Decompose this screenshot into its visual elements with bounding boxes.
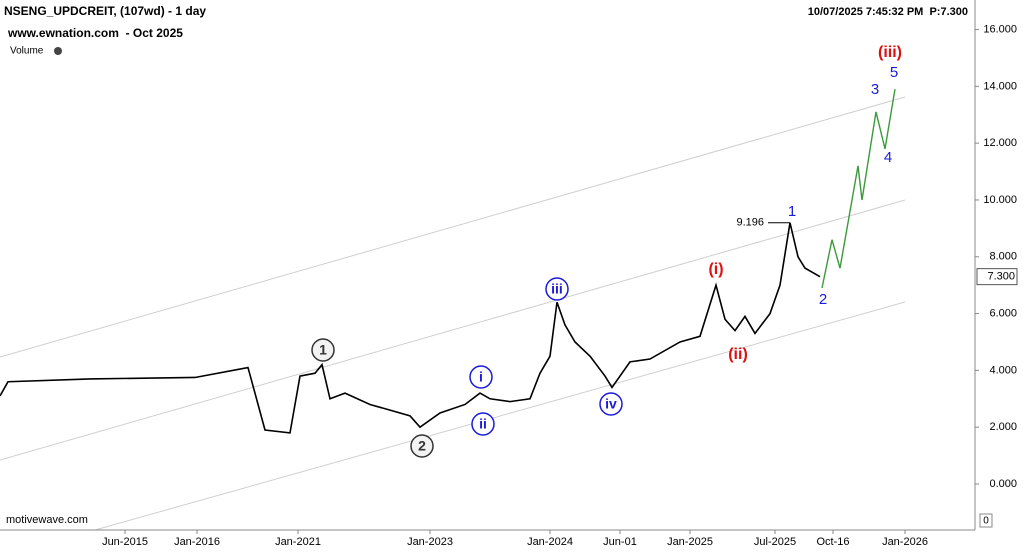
wave-label: 1 — [319, 342, 327, 358]
volume-label: Volume — [10, 46, 44, 57]
channel-line — [0, 199, 906, 461]
price-line — [821, 89, 896, 289]
wave-label: 2 — [819, 291, 827, 308]
x-tick-label: Jan-2021 — [275, 536, 321, 548]
wave-circle — [599, 392, 623, 416]
wave-label: (iii) — [878, 44, 902, 61]
wave-label: iv — [605, 396, 617, 412]
settings-icon[interactable] — [54, 47, 62, 55]
x-tick-label: Jan-2024 — [527, 536, 573, 548]
y-tick-label: 4.000 — [989, 364, 1017, 376]
y-tick-label: 0.000 — [989, 478, 1017, 490]
chart-title: NSENG_UPDCREIT, (107wd) - 1 day — [4, 4, 206, 18]
y-tick-label: 2.000 — [989, 421, 1017, 433]
y-tick-label: 6.000 — [989, 307, 1017, 319]
x-tick-label: Jan-2023 — [407, 536, 453, 548]
corner-box — [979, 513, 993, 528]
x-tick-label: Jan-2016 — [174, 536, 220, 548]
y-tick-label: 14.000 — [983, 80, 1017, 92]
last-price-box — [976, 268, 1018, 286]
x-tick-label: Jun-01 — [603, 536, 637, 548]
price-line — [0, 222, 821, 434]
peak-label: 9.196 — [736, 217, 764, 229]
wave-label: 5 — [890, 64, 898, 81]
corner-label: 0 — [983, 516, 989, 527]
wave-label: i — [479, 369, 483, 385]
wave-label: (i) — [708, 261, 723, 278]
wave-circle — [311, 338, 335, 362]
wave-circle — [545, 277, 569, 301]
y-tick-label: 10.000 — [983, 194, 1017, 206]
channel-line — [0, 96, 906, 358]
wave-label: 3 — [871, 81, 879, 98]
y-tick-label: 8.000 — [989, 251, 1017, 263]
wave-label: 4 — [884, 149, 892, 166]
wave-circle — [410, 434, 434, 458]
y-tick-label: 12.000 — [983, 137, 1017, 149]
x-tick-label: Oct-16 — [816, 536, 849, 548]
wave-label: 1 — [788, 203, 796, 220]
wave-label: (ii) — [728, 346, 748, 363]
x-tick-label: Jan-2026 — [882, 536, 928, 548]
subtitle: www.ewnation.com - Oct 2025 — [7, 26, 183, 40]
wave-circle — [471, 412, 495, 436]
last-price-label: 7.300 — [987, 271, 1015, 283]
x-tick-label: Jun-2015 — [102, 536, 148, 548]
x-tick-label: Jan-2025 — [667, 536, 713, 548]
wave-label: iii — [551, 281, 563, 297]
wave-label: ii — [479, 416, 487, 432]
timestamp: 10/07/2025 7:45:32 PM P:7.300 — [808, 6, 968, 18]
watermark: motivewave.com — [6, 514, 88, 526]
x-tick-label: Jul-2025 — [754, 536, 796, 548]
wave-circle — [469, 365, 493, 389]
wave-label: 2 — [418, 438, 426, 454]
channel-line — [94, 301, 906, 531]
y-tick-label: 16.000 — [983, 23, 1017, 35]
